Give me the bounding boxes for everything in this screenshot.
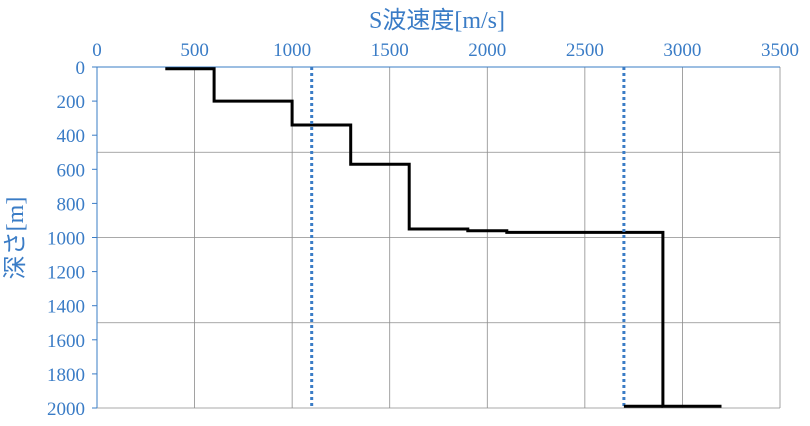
y-axis-title: 深さ[m] xyxy=(2,197,29,280)
y-tick-label: 1200 xyxy=(47,263,85,284)
y-tick-label: 2000 xyxy=(47,399,85,420)
y-tick-label: 200 xyxy=(57,92,86,113)
x-tick-labels: 0 500 1000 1500 2000 2500 3000 3500 xyxy=(92,40,799,61)
data-series xyxy=(165,67,722,408)
x-tick-label: 1500 xyxy=(371,40,409,61)
y-tick-label: 1400 xyxy=(47,297,85,318)
x-tick-label: 2500 xyxy=(566,40,604,61)
x-tick-label: 0 xyxy=(92,40,102,61)
y-tick-label: 1600 xyxy=(47,331,85,352)
x-tick-label: 1000 xyxy=(273,40,311,61)
y-tick-label: 1800 xyxy=(47,365,85,386)
y-tick-label: 1000 xyxy=(47,229,85,250)
y-tick-label: 0 xyxy=(76,58,86,79)
y-tick-labels: 0 200 400 600 800 1000 1200 1400 1600 1800 2000 xyxy=(47,58,97,420)
y-tick-label: 800 xyxy=(57,194,86,215)
x-tick-label: 3500 xyxy=(761,40,799,61)
x-axis-title: S波速度[m/s] xyxy=(369,7,505,34)
x-tick-label: 3000 xyxy=(663,40,701,61)
x-tick-label: 500 xyxy=(180,40,209,61)
velocity-profile-line xyxy=(165,67,722,408)
y-tick-label: 400 xyxy=(57,126,86,147)
x-tick-label: 2000 xyxy=(468,40,506,61)
y-tick-label: 600 xyxy=(57,160,86,181)
